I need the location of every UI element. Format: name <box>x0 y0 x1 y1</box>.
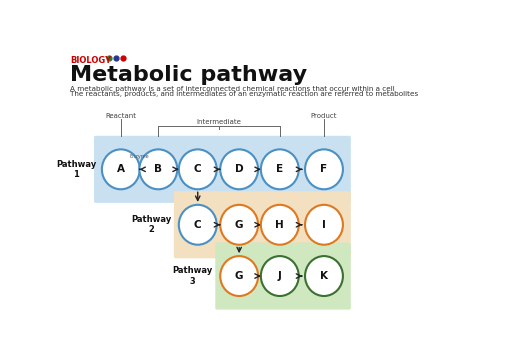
Text: C: C <box>194 220 202 230</box>
Ellipse shape <box>102 149 140 189</box>
Ellipse shape <box>305 149 343 189</box>
Text: Enzyme: Enzyme <box>130 154 149 159</box>
Text: Reactant: Reactant <box>105 113 136 119</box>
Ellipse shape <box>220 205 258 245</box>
Text: Pathway
3: Pathway 3 <box>173 266 213 286</box>
Text: G: G <box>235 220 243 230</box>
FancyBboxPatch shape <box>215 243 351 310</box>
Text: I: I <box>322 220 326 230</box>
Text: C: C <box>194 164 202 174</box>
Text: G: G <box>235 271 243 281</box>
Text: BIOLOGY: BIOLOGY <box>70 56 111 65</box>
Text: Intermediate: Intermediate <box>196 119 241 125</box>
Text: A: A <box>117 164 125 174</box>
Ellipse shape <box>261 205 299 245</box>
Text: E: E <box>276 164 284 174</box>
Ellipse shape <box>305 205 343 245</box>
Ellipse shape <box>179 205 217 245</box>
Text: Metabolic pathway: Metabolic pathway <box>70 66 307 85</box>
Text: A metabolic pathway is a set of interconnected chemical reactions that occur wit: A metabolic pathway is a set of intercon… <box>70 86 394 92</box>
Ellipse shape <box>261 149 299 189</box>
Ellipse shape <box>220 256 258 296</box>
Ellipse shape <box>261 256 299 296</box>
Text: Pathway
1: Pathway 1 <box>56 159 96 179</box>
Ellipse shape <box>139 149 177 189</box>
Text: The reactants, products, and intermediates of an enzymatic reaction are referred: The reactants, products, and intermediat… <box>70 91 418 97</box>
Text: Pathway
2: Pathway 2 <box>131 215 172 234</box>
Text: J: J <box>278 271 282 281</box>
Text: D: D <box>235 164 243 174</box>
Ellipse shape <box>220 149 258 189</box>
FancyBboxPatch shape <box>174 191 351 258</box>
FancyBboxPatch shape <box>94 136 351 203</box>
Text: F: F <box>321 164 327 174</box>
Ellipse shape <box>179 149 217 189</box>
Text: K: K <box>320 271 328 281</box>
Text: H: H <box>275 220 284 230</box>
Text: B: B <box>154 164 162 174</box>
Text: Product: Product <box>310 113 337 119</box>
Ellipse shape <box>305 256 343 296</box>
